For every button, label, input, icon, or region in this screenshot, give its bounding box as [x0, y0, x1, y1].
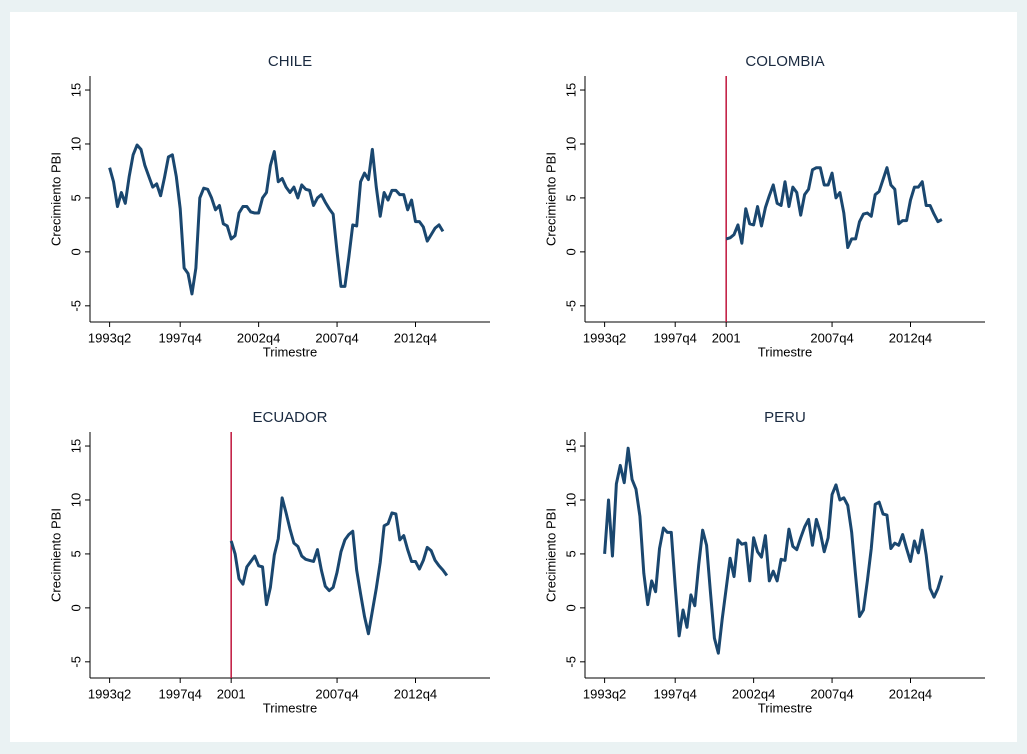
x-tick-label: 2002q4: [237, 330, 280, 345]
y-tick-label: 0: [563, 604, 578, 611]
graph-region: [10, 12, 1017, 742]
y-tick-label: -5: [68, 656, 83, 668]
y-tick-label: 5: [563, 194, 578, 201]
y-tick-label: 10: [563, 137, 578, 151]
y-tick-label: 15: [68, 83, 83, 97]
y-tick-label: 10: [563, 493, 578, 507]
y-tick-label: 0: [563, 248, 578, 255]
panel-title: PERU: [764, 409, 806, 426]
x-tick-label: 2007q4: [810, 330, 853, 345]
x-tick-label: 1993q2: [88, 330, 131, 345]
x-tick-label: 2007q4: [315, 686, 358, 701]
x-axis-label: Trimestre: [263, 700, 317, 715]
x-tick-label: 2001: [217, 686, 246, 701]
series-line: [725, 166, 943, 250]
series-line: [603, 446, 944, 655]
x-tick-label: 1997q4: [654, 686, 697, 701]
x-tick-label: 1997q4: [159, 686, 202, 701]
y-tick-label: 5: [68, 550, 83, 557]
x-tick-label: 2012q4: [889, 330, 932, 345]
x-tick-label: 1993q2: [88, 686, 131, 701]
y-axis-label: Crecimiento PBI: [543, 152, 558, 246]
y-tick-label: -5: [68, 300, 83, 312]
y-tick-label: 5: [563, 550, 578, 557]
panel-title: COLOMBIA: [745, 53, 824, 70]
panel-title: CHILE: [268, 53, 312, 70]
x-axis-label: Trimestre: [263, 344, 317, 359]
series-line: [108, 143, 445, 296]
y-axis-label: Crecimiento PBI: [543, 508, 558, 602]
x-tick-label: 1993q2: [583, 686, 626, 701]
x-tick-label: 2002q4: [732, 686, 775, 701]
y-axis-label: Crecimiento PBI: [48, 152, 63, 246]
y-tick-label: 0: [68, 604, 83, 611]
x-tick-label: 2012q4: [394, 686, 437, 701]
series-line: [229, 496, 449, 636]
x-tick-label: 1997q4: [654, 330, 697, 345]
y-tick-label: 5: [68, 194, 83, 201]
x-tick-label: 2007q4: [315, 330, 358, 345]
y-tick-label: 15: [563, 83, 578, 97]
y-tick-label: -5: [563, 300, 578, 312]
y-tick-label: -5: [563, 656, 578, 668]
x-tick-label: 2001: [712, 330, 741, 345]
x-tick-label: 1993q2: [583, 330, 626, 345]
y-tick-label: 0: [68, 248, 83, 255]
x-axis-label: Trimestre: [758, 700, 812, 715]
y-tick-label: 15: [563, 439, 578, 453]
y-tick-label: 10: [68, 137, 83, 151]
x-tick-label: 1997q4: [159, 330, 202, 345]
x-tick-label: 2012q4: [394, 330, 437, 345]
x-tick-label: 2007q4: [810, 686, 853, 701]
y-tick-label: 10: [68, 493, 83, 507]
panel-title: ECUADOR: [252, 409, 327, 426]
y-axis-label: Crecimiento PBI: [48, 508, 63, 602]
y-tick-label: 15: [68, 439, 83, 453]
x-axis-label: Trimestre: [758, 344, 812, 359]
x-tick-label: 2012q4: [889, 686, 932, 701]
